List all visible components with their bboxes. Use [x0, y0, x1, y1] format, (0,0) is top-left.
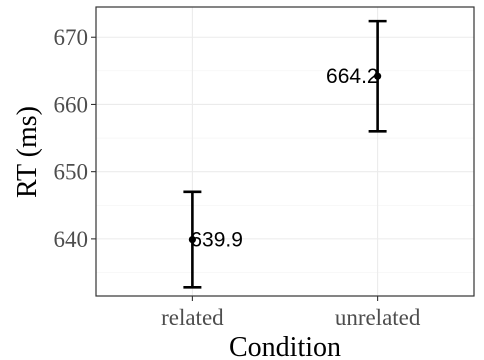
data-points — [188, 72, 382, 244]
point-unrelated — [374, 72, 382, 80]
data-labels: 639.9 664.2 — [190, 65, 378, 251]
y-tick-label: 650 — [54, 160, 89, 185]
panel-background — [96, 7, 474, 296]
y-tick-label: 640 — [54, 227, 89, 252]
y-tick-label: 660 — [54, 92, 89, 117]
point-related — [188, 235, 196, 244]
data-label-unrelated: 664.2 — [326, 65, 379, 88]
x-axis-title: Condition — [229, 332, 341, 360]
x-axis: related unrelated — [161, 296, 421, 330]
data-label-related: 639.9 — [190, 229, 243, 252]
gridlines — [96, 7, 474, 296]
y-tick-label: 670 — [54, 25, 89, 50]
y-axis: 640 650 660 670 — [54, 25, 96, 252]
x-tick-label-unrelated: unrelated — [335, 305, 421, 330]
panel-border — [95, 6, 475, 297]
x-tick-label-related: related — [161, 305, 224, 330]
y-axis-title: RT (ms) — [12, 106, 43, 198]
